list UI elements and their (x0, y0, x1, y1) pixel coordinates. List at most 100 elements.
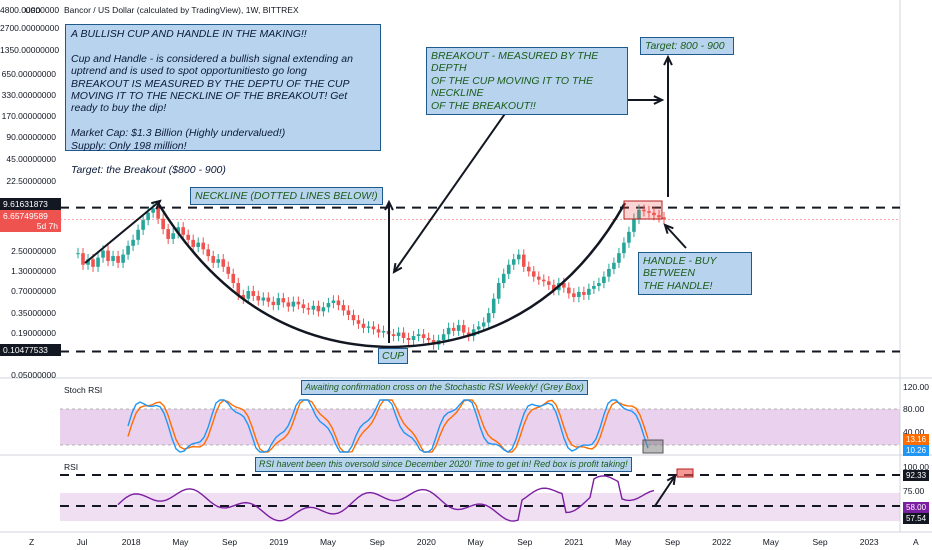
candle-body (136, 229, 140, 240)
candle-body (516, 254, 521, 260)
grey-confirmation-box (642, 439, 664, 454)
rsi-label: RSI (64, 462, 79, 472)
stoch-tick: 120.00 (903, 382, 929, 392)
candle-body (637, 209, 641, 219)
breakout-pointer-arrow (393, 87, 524, 273)
candle-body (647, 211, 651, 213)
zoom-button[interactable]: Z (29, 537, 35, 547)
candle-body (567, 287, 571, 294)
time-tick-label: Sep (222, 537, 238, 547)
candle-body (271, 301, 276, 306)
candle-body (541, 279, 546, 282)
handle-note[interactable]: HANDLE - BUY BETWEEN THE HANDLE! (638, 252, 752, 296)
candle-body (627, 231, 631, 243)
candle-body (336, 300, 341, 306)
candle-body (91, 259, 95, 267)
candle-body (411, 336, 416, 341)
candle-body (196, 242, 201, 247)
rsi-level-upper: 92.33 (903, 470, 930, 481)
candle-body (296, 301, 301, 305)
breakout-note[interactable]: BREAKOUT - MEASURED BY THE DEPTH OF THE … (426, 47, 628, 116)
candle-body (176, 227, 180, 234)
time-tick-label: 2021 (564, 537, 584, 547)
time-tick-label: 2022 (712, 537, 732, 547)
time-tick-label: May (319, 537, 337, 547)
candle-body (156, 208, 160, 219)
time-tick-label: Jul (76, 537, 88, 547)
candle-body (186, 234, 190, 240)
price-tick-label: 1.30000000 (11, 266, 56, 277)
candle-body (106, 250, 110, 261)
price-tick-label: 0.05000000 (11, 370, 56, 380)
candle-body (531, 271, 536, 277)
candle-body (617, 253, 621, 263)
candle-body (396, 332, 401, 337)
candle-body (577, 291, 581, 298)
candle-body (562, 283, 566, 288)
target-note[interactable]: Target: 800 - 900 (640, 37, 734, 56)
stoch-note[interactable]: Awaiting confirmation cross on the Stoch… (301, 380, 588, 395)
neckline-price-tag: 9.61631873 (0, 198, 61, 210)
neckline-note[interactable]: NECKLINE (DOTTED LINES BELOW!) (190, 187, 383, 206)
time-tick-label: Sep (664, 537, 680, 547)
candle-body (131, 239, 135, 246)
cup-note[interactable]: CUP (378, 348, 409, 365)
candle-body (366, 326, 371, 328)
rsi-note[interactable]: RSI havent been this oversold since Dece… (255, 457, 632, 472)
candle-body (602, 276, 606, 284)
candle-body (251, 291, 256, 296)
candle-body (491, 298, 496, 314)
candle-body (86, 259, 90, 265)
time-tick-label: 2019 (269, 537, 289, 547)
candle-body (526, 266, 531, 272)
candle-body (426, 337, 431, 341)
thesis-note[interactable]: A BULLISH CUP AND HANDLE IN THE MAKING!!… (65, 24, 381, 176)
candle-body (572, 293, 576, 298)
candle-body (662, 217, 666, 220)
candle-body (311, 305, 316, 310)
time-tick-label: Sep (812, 537, 828, 547)
candle-body (361, 323, 366, 328)
cup-curve (156, 202, 627, 349)
auto-scale-button[interactable]: A (913, 537, 919, 547)
candle-body (381, 330, 386, 333)
stoch-d-value: 13.16 (903, 434, 930, 445)
candle-body (421, 334, 426, 338)
stoch-tick: 40.00 (903, 427, 925, 437)
candle-body (592, 286, 596, 289)
candle-body (341, 305, 346, 311)
candle-body (501, 273, 506, 284)
candle-body (346, 310, 351, 315)
candle-body (506, 264, 511, 274)
candle-body (511, 259, 516, 265)
candle-body (181, 227, 185, 235)
candle-body (76, 253, 80, 255)
symbol-title: Bancor / US Dollar (calculated by Tradin… (64, 5, 299, 15)
candle-body (161, 218, 165, 230)
price-tick-label: 2.50000000 (11, 245, 56, 256)
time-tick-label: May (615, 537, 632, 547)
candle-body (281, 298, 286, 303)
handle-box (623, 200, 663, 220)
candle-body (96, 257, 100, 267)
candle-body (657, 215, 661, 218)
stoch-k-line (127, 399, 649, 453)
candle-body (261, 297, 266, 301)
time-tick-label: 2023 (859, 537, 879, 547)
last-price-tag: 6.65749589 (0, 210, 61, 222)
rsi-tick: 100.00 (903, 462, 929, 472)
candle-body (241, 294, 246, 299)
candle-body (451, 327, 456, 331)
candle-body (326, 303, 331, 308)
stoch-rsi-label: Stoch RSI (64, 385, 103, 395)
time-tick-label: 2018 (121, 537, 141, 547)
time-tick-label: Sep (517, 537, 533, 547)
candle-body (116, 256, 120, 263)
candle-body (547, 281, 551, 285)
candle-body (111, 256, 115, 261)
currency-label: USD (25, 6, 41, 15)
candle-body (481, 322, 486, 327)
rsi-arrow-head (666, 474, 677, 486)
price-tick-label: 45.00000000 (6, 153, 56, 164)
